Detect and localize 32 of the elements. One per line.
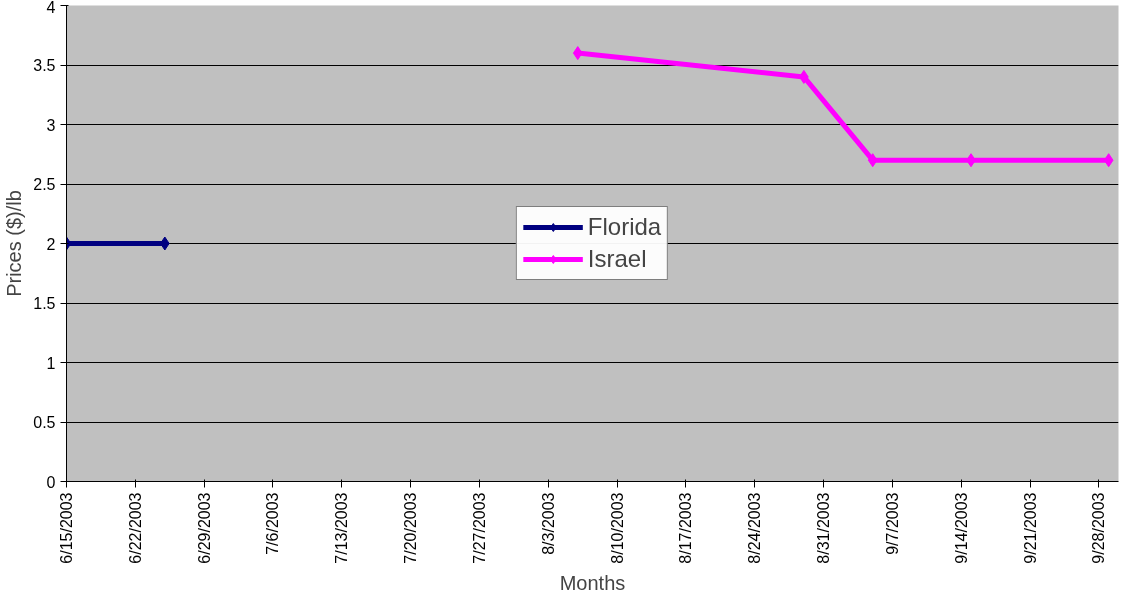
point (867, 153, 878, 168)
legend-label: Israel (587, 245, 647, 273)
x-axis-title: Months (559, 571, 626, 594)
x-tick-label: 8/10/2003 (608, 492, 626, 564)
x-tick-label: 7/20/2003 (402, 492, 420, 564)
x-tick-label: 9/21/2003 (1021, 492, 1039, 564)
y-tick-label: 3 (46, 116, 56, 134)
y-tick-label: 0.5 (33, 414, 56, 431)
x-tick-label: 7/13/2003 (333, 492, 351, 564)
point (1103, 153, 1114, 168)
x-tick-label: 6/15/2003 (58, 492, 75, 564)
x-tick-label: 7/27/2003 (470, 492, 488, 564)
x-tick-label: 9/7/2003 (883, 492, 901, 555)
x-tick-label: 6/29/2003 (195, 492, 213, 564)
y-tick-label: 2 (46, 235, 56, 253)
x-tick-label: 8/24/2003 (746, 492, 764, 564)
x-tick-label: 8/17/2003 (677, 492, 695, 564)
legend-label: Florida (587, 213, 662, 241)
y-tick-label: 1 (46, 354, 56, 372)
y-axis-title: Prices ($)/lb (3, 190, 26, 297)
x-tick-label: 7/6/2003 (264, 492, 282, 555)
x-tick-label: 9/28/2003 (1090, 492, 1108, 564)
x-tick-label: 8/3/2003 (539, 492, 557, 555)
y-tick-label: 4 (46, 0, 56, 16)
x-tick-label: 6/22/2003 (126, 492, 144, 564)
y-tick-label: 0 (46, 473, 56, 491)
x-tick-label: 9/14/2003 (952, 492, 970, 564)
point (572, 46, 583, 61)
y-tick-label: 1.5 (33, 295, 56, 312)
y-tick-label: 2.5 (33, 176, 56, 193)
y-tick-label: 3.5 (33, 57, 56, 74)
x-tick-label: 8/31/2003 (815, 492, 833, 564)
